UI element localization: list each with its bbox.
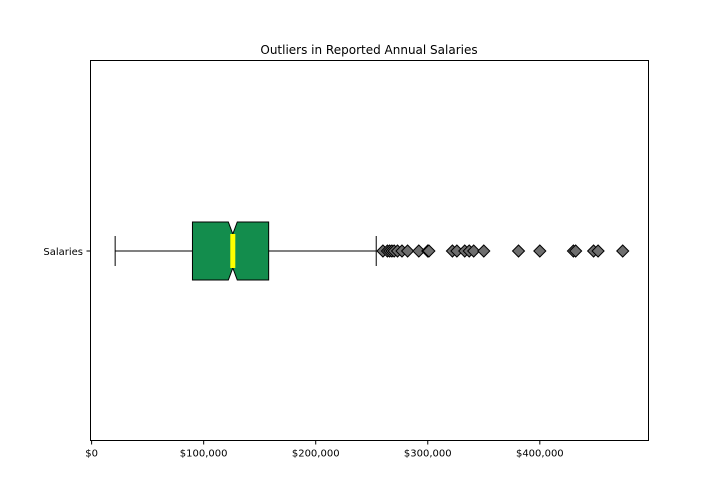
x-tick-label: $300,000 xyxy=(404,449,452,460)
x-tick-label: $400,000 xyxy=(516,449,564,460)
outlier-point xyxy=(511,244,526,258)
y-tick-label: Salaries xyxy=(43,247,83,258)
outlier-group xyxy=(376,244,630,258)
outlier-point xyxy=(422,244,436,258)
outlier-point xyxy=(533,244,547,258)
outlier-point xyxy=(477,244,491,258)
outlier-point xyxy=(400,244,415,258)
chart-title: Outliers in Reported Annual Salaries xyxy=(260,43,477,57)
x-tick-label: $100,000 xyxy=(180,449,228,460)
outlier-point xyxy=(466,244,481,258)
outlier-point xyxy=(616,244,630,258)
x-tick-label: $200,000 xyxy=(292,449,340,460)
x-tick-label: $0 xyxy=(85,449,98,460)
box-group xyxy=(114,221,377,281)
y-axis: Salaries xyxy=(43,247,91,258)
outlier-point xyxy=(591,244,605,258)
x-axis: $0 $100,000 $200,000 $300,000 $400,000 xyxy=(85,440,564,460)
outlier-point xyxy=(568,244,583,258)
outlier-point xyxy=(412,244,426,258)
plot-area: $0 $100,000 $200,000 $300,000 $400,000 Salar… xyxy=(43,60,649,460)
